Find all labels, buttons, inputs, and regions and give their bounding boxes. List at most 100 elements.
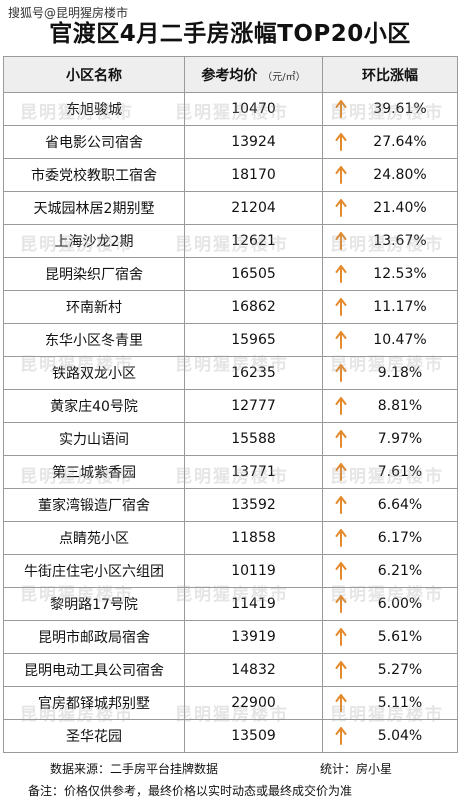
table-row: 黎明路17号院 11419 6.00% <box>3 587 458 621</box>
cell-price: 16235 <box>184 356 323 390</box>
cell-price: 21204 <box>184 191 323 225</box>
up-arrow-icon <box>335 265 347 283</box>
up-arrow-icon <box>335 694 347 712</box>
cell-name: 实力山语间 <box>3 422 185 456</box>
change-value: 6.17% <box>377 530 423 546</box>
cell-price: 13509 <box>184 719 323 753</box>
cell-price: 15965 <box>184 323 323 357</box>
cell-change: 5.27% <box>322 653 458 687</box>
up-arrow-icon <box>335 133 347 151</box>
cell-name: 省电影公司宿舍 <box>3 125 185 159</box>
cell-name: 环南新村 <box>3 290 185 324</box>
table-row: 点睛苑小区 11858 6.17% <box>3 521 458 555</box>
cell-price: 16505 <box>184 257 323 291</box>
cell-name: 牛街庄住宅小区六组团 <box>3 554 185 588</box>
table-row: 昆明市邮政局宿舍 13919 5.61% <box>3 620 458 654</box>
cell-change: 27.64% <box>322 125 458 159</box>
cell-change: 24.80% <box>322 158 458 192</box>
change-value: 6.00% <box>377 596 423 612</box>
table-body: 东旭骏城 10470 39.61% 省电影公司宿舍 13924 27.64% 市委党校教职工… <box>3 92 458 753</box>
up-arrow-icon <box>335 430 347 448</box>
cell-price: 13592 <box>184 488 323 522</box>
change-value: 39.61% <box>373 101 427 117</box>
cell-name: 东华小区冬青里 <box>3 323 185 357</box>
change-value: 6.64% <box>377 497 423 513</box>
change-value: 24.80% <box>373 167 427 183</box>
up-arrow-icon <box>335 496 347 514</box>
cell-change: 39.61% <box>322 92 458 126</box>
cell-change: 21.40% <box>322 191 458 225</box>
table-row: 第三城紫香园 13771 7.61% <box>3 455 458 489</box>
ranking-table: 小区名称 参考均价 （元/㎡） 环比涨幅 东旭骏城 10470 39.61% 省电影公… <box>3 56 458 753</box>
change-value: 8.81% <box>377 398 423 414</box>
table-row: 天城园林居2期别墅 21204 21.40% <box>3 191 458 225</box>
cell-change: 6.21% <box>322 554 458 588</box>
cell-price: 16862 <box>184 290 323 324</box>
footer-note: 备注：价格仅供参考，最终价格以实时动态或最终成交价为准 <box>28 784 353 798</box>
change-value: 21.40% <box>373 200 427 216</box>
cell-change: 11.17% <box>322 290 458 324</box>
footer-source: 数据来源：二手房平台挂牌数据 <box>50 762 219 776</box>
up-arrow-icon <box>335 232 347 250</box>
cell-name: 董家湾锻造厂宿舍 <box>3 488 185 522</box>
change-value: 5.27% <box>377 662 423 678</box>
up-arrow-icon <box>335 331 347 349</box>
cell-change: 5.11% <box>322 686 458 720</box>
table-row: 官房都铎城邦别墅 22900 5.11% <box>3 686 458 720</box>
cell-name: 上海沙龙2期 <box>3 224 185 258</box>
cell-price: 14832 <box>184 653 323 687</box>
cell-price: 10470 <box>184 92 323 126</box>
table-row: 董家湾锻造厂宿舍 13592 6.64% <box>3 488 458 522</box>
cell-change: 5.61% <box>322 620 458 654</box>
change-value: 7.61% <box>377 464 423 480</box>
cell-change: 9.18% <box>322 356 458 390</box>
up-arrow-icon <box>335 100 347 118</box>
cell-name: 官房都铎城邦别墅 <box>3 686 185 720</box>
table-row: 铁路双龙小区 16235 9.18% <box>3 356 458 390</box>
table-header-row: 小区名称 参考均价 （元/㎡） 环比涨幅 <box>3 56 458 93</box>
cell-change: 6.00% <box>322 587 458 621</box>
cell-price: 11419 <box>184 587 323 621</box>
cell-price: 13924 <box>184 125 323 159</box>
up-arrow-icon <box>335 727 347 745</box>
cell-name: 黄家庄40号院 <box>3 389 185 423</box>
cell-change: 8.81% <box>322 389 458 423</box>
cell-change: 13.67% <box>322 224 458 258</box>
header-price: 参考均价 （元/㎡） <box>184 56 323 93</box>
title-bar: 搜狐号@昆明猩房楼市 官渡区4月二手房涨幅TOP20小区 <box>0 0 460 54</box>
table-row: 昆明染织厂宿舍 16505 12.53% <box>3 257 458 291</box>
table-row: 昆明电动工具公司宿舍 14832 5.27% <box>3 653 458 687</box>
cell-price: 10119 <box>184 554 323 588</box>
up-arrow-icon <box>335 364 347 382</box>
cell-name: 东旭骏城 <box>3 92 185 126</box>
table-row: 环南新村 16862 11.17% <box>3 290 458 324</box>
change-value: 13.67% <box>373 233 427 249</box>
cell-price: 22900 <box>184 686 323 720</box>
cell-change: 6.64% <box>322 488 458 522</box>
cell-name: 昆明市邮政局宿舍 <box>3 620 185 654</box>
change-value: 27.64% <box>373 134 427 150</box>
cell-price: 12621 <box>184 224 323 258</box>
change-value: 5.11% <box>377 695 423 711</box>
cell-change: 5.04% <box>322 719 458 753</box>
up-arrow-icon <box>335 529 347 547</box>
cell-change: 10.47% <box>322 323 458 357</box>
change-value: 6.21% <box>377 563 423 579</box>
change-value: 12.53% <box>373 266 427 282</box>
cell-name: 黎明路17号院 <box>3 587 185 621</box>
up-arrow-icon <box>335 166 347 184</box>
cell-change: 7.97% <box>322 422 458 456</box>
up-arrow-icon <box>335 628 347 646</box>
change-value: 5.04% <box>377 728 423 744</box>
cell-name: 点睛苑小区 <box>3 521 185 555</box>
cell-name: 市委党校教职工宿舍 <box>3 158 185 192</box>
change-value: 10.47% <box>373 332 427 348</box>
cell-price: 12777 <box>184 389 323 423</box>
header-price-unit: （元/㎡） <box>262 71 306 83</box>
cell-price: 15588 <box>184 422 323 456</box>
change-value: 7.97% <box>377 431 423 447</box>
table-row: 东华小区冬青里 15965 10.47% <box>3 323 458 357</box>
table-row: 圣华花园 13509 5.04% <box>3 719 458 753</box>
table-row: 牛街庄住宅小区六组团 10119 6.21% <box>3 554 458 588</box>
up-arrow-icon <box>335 199 347 217</box>
